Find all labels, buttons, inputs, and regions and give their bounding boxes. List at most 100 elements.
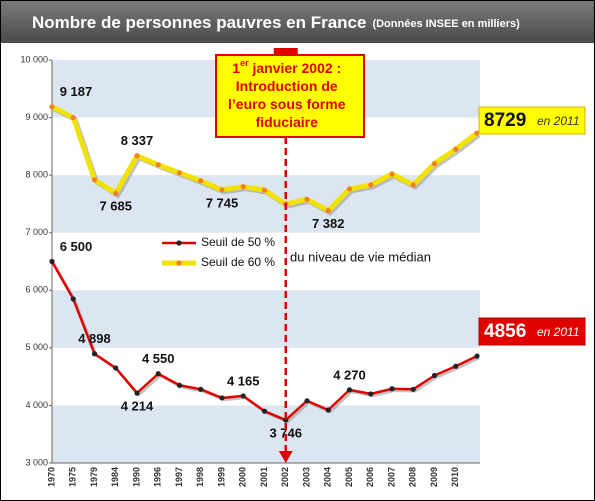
y-tick-label: 9 000 — [25, 112, 48, 122]
callout-suffix: en 2011 — [537, 325, 580, 339]
y-tick-label: 3 000 — [25, 457, 48, 467]
value-label: 8 337 — [121, 133, 154, 148]
marker — [155, 162, 161, 168]
value-label: 3 746 — [269, 425, 302, 440]
callout-value: 8729 — [484, 110, 526, 131]
marker — [325, 208, 331, 214]
marker — [240, 184, 246, 190]
value-label: 7 685 — [99, 199, 132, 214]
callout-value: 4856 — [484, 321, 526, 342]
callout-box — [478, 317, 586, 346]
marker — [304, 196, 310, 202]
x-tick-label: 2001 — [259, 467, 269, 487]
annotation-line: fiduciaire — [256, 114, 318, 130]
value-label: 9 187 — [60, 84, 93, 99]
legend-label: Seuil de 60 % — [201, 255, 275, 269]
value-label: 6 500 — [60, 239, 93, 254]
marker — [304, 398, 310, 404]
marker — [91, 351, 98, 357]
x-tick-label: 2008 — [408, 467, 418, 487]
marker — [261, 408, 268, 414]
marker — [346, 186, 353, 192]
legend-note: du niveau de vie médian — [290, 249, 431, 264]
plot: 3 000 4 000 5 000 6 000 7 000 8 000 9 000 10 00… — [20, 48, 586, 487]
title: Nombre de personnes pauvres en France (Do… — [32, 13, 520, 32]
callout-suffix: en 2011 — [537, 114, 580, 128]
x-tick-label: 1984 — [110, 467, 120, 487]
value-label: 4 270 — [333, 367, 366, 382]
y-tick-label: 6 000 — [25, 285, 48, 295]
x-tick-label: 2004 — [323, 467, 333, 487]
x-tick-label: 2000 — [238, 467, 248, 487]
marker — [431, 161, 438, 167]
value-label: 7 382 — [312, 216, 345, 231]
annotation-line: 1er janvier 2002 : — [232, 58, 341, 75]
header — [1, 1, 594, 43]
marker — [155, 371, 161, 377]
marker — [134, 390, 140, 396]
marker — [474, 353, 480, 359]
grid-band — [52, 290, 480, 348]
legend-marker — [176, 260, 182, 266]
annotation-box — [215, 54, 365, 138]
x-tick-label: 1997 — [174, 467, 184, 487]
arrow-top — [273, 48, 298, 55]
marker — [368, 182, 374, 188]
marker — [113, 190, 119, 196]
y-tick-label: 5 000 — [25, 342, 48, 352]
marker — [219, 395, 225, 401]
marker — [240, 393, 246, 399]
marker — [49, 258, 55, 265]
marker — [219, 187, 225, 193]
y-tick-label: 4 000 — [25, 400, 48, 410]
annotation-text: er — [240, 58, 249, 68]
x-tick-label: 2003 — [301, 467, 311, 487]
x-tick-label: 2005 — [344, 467, 354, 487]
marker — [198, 386, 204, 392]
marker — [389, 386, 395, 392]
x-tick-label: 1979 — [89, 467, 99, 487]
grid-band — [52, 405, 480, 463]
callout-box — [478, 106, 586, 135]
annotation-text: 1 — [232, 60, 240, 76]
marker — [91, 177, 98, 183]
marker — [49, 104, 55, 110]
value-label: 4 165 — [227, 373, 260, 388]
marker — [453, 146, 459, 152]
marker — [474, 130, 480, 136]
legend-label: Seuil de 50 % — [201, 235, 275, 249]
marker — [198, 178, 204, 184]
value-label: 4 898 — [78, 331, 111, 346]
x-tick-label: 2002 — [280, 467, 290, 487]
x-tick-label: 1999 — [216, 467, 226, 487]
y-tick-label: 7 000 — [25, 227, 48, 237]
value-label: 7 745 — [206, 195, 239, 210]
annotation-text: Introduction de — [236, 78, 338, 94]
marker — [368, 391, 374, 397]
marker — [70, 114, 76, 121]
annotation-text: janvier 2002 : — [249, 60, 342, 76]
x-tick-label: 2010 — [450, 467, 460, 487]
x-tick-label: 1998 — [195, 467, 205, 487]
annotation-text: fiduciaire — [256, 114, 318, 130]
x-tick-label: 2006 — [365, 467, 375, 487]
marker — [70, 296, 76, 302]
marker — [410, 386, 416, 392]
y-tick-label: 10 000 — [20, 54, 48, 64]
value-label: 4 550 — [142, 351, 175, 366]
marker — [176, 382, 183, 388]
marker — [346, 387, 353, 393]
marker — [283, 417, 289, 423]
marker — [410, 182, 416, 188]
value-label: 4 214 — [121, 399, 154, 414]
x-tick-label: 2009 — [429, 467, 439, 487]
annotation-line: l’euro sous forme — [228, 96, 346, 112]
legend-marker — [176, 240, 182, 246]
marker — [134, 153, 140, 159]
marker — [453, 363, 459, 369]
x-tick-label: 2007 — [386, 467, 396, 487]
marker — [389, 171, 395, 177]
arrow-head — [278, 451, 293, 463]
annotation-text: l’euro sous forme — [228, 96, 346, 112]
